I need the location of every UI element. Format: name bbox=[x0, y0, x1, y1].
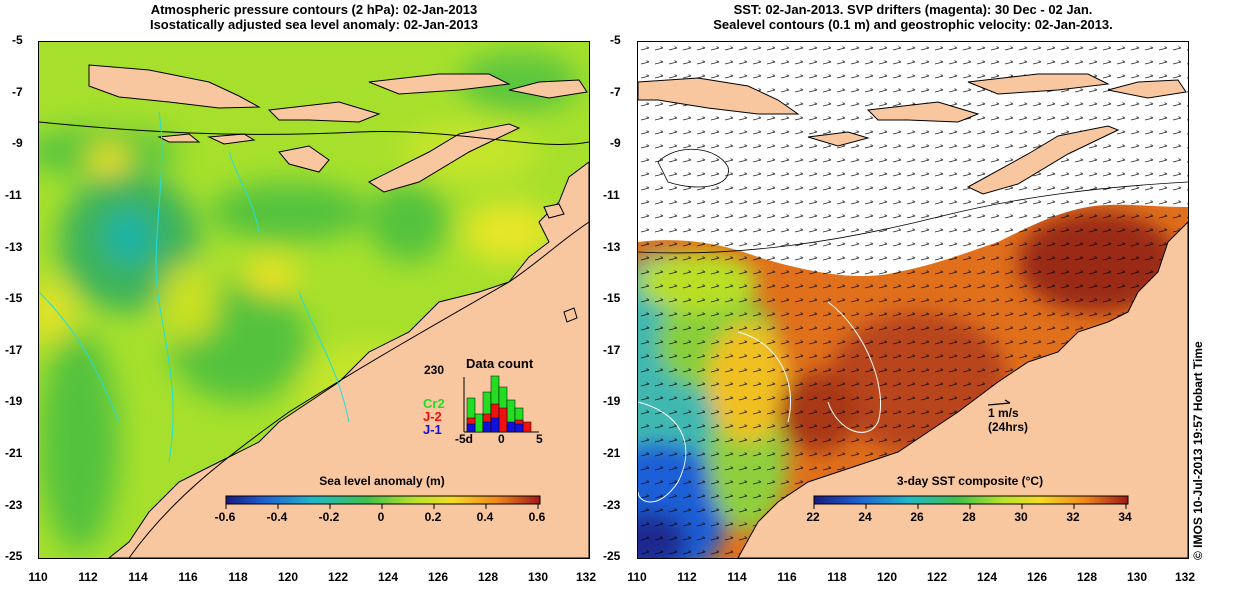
left-colorbar-label: -0.4 bbox=[266, 510, 288, 524]
right-colorbar-label: 24 bbox=[858, 510, 872, 524]
right-lon-label: 114 bbox=[727, 570, 747, 584]
right-lon-label: 126 bbox=[1026, 570, 1048, 584]
data-count-x-label-end: 5 bbox=[536, 432, 543, 446]
sst-map[interactable] bbox=[637, 41, 1189, 559]
left-lat-label: -13 bbox=[5, 240, 23, 254]
imos-credit: © IMOS 10-Jul-2013 19:57 Hobart Time bbox=[1191, 341, 1205, 560]
left-lat-label: -15 bbox=[5, 291, 23, 305]
mission-label-j2: J-2 bbox=[423, 409, 442, 424]
mission-label-j1: J-1 bbox=[423, 422, 442, 437]
left-lon-label: 110 bbox=[28, 570, 48, 584]
right-lon-label: 130 bbox=[1126, 570, 1148, 584]
right-lon-label: 120 bbox=[876, 570, 898, 584]
right-colorbar-label: 30 bbox=[1014, 510, 1028, 524]
right-colorbar-title: 3-day SST composite (°C) bbox=[896, 474, 1044, 488]
right-colorbar-label: 34 bbox=[1118, 510, 1132, 524]
left-colorbar-label: -0.2 bbox=[318, 510, 340, 524]
left-lon-label: 120 bbox=[277, 570, 299, 584]
left-lat-label: -5 bbox=[12, 33, 23, 47]
left-lon-label: 126 bbox=[427, 570, 449, 584]
left-title-line2: Isostatically adjusted sea level anomaly… bbox=[149, 17, 479, 32]
right-colorbar-label: 32 bbox=[1066, 510, 1080, 524]
mission-label-cr2: Cr2 bbox=[423, 396, 445, 411]
left-lat-label: -23 bbox=[5, 498, 23, 512]
right-colorbar-label: 22 bbox=[806, 510, 820, 524]
right-lat-label: -13 bbox=[603, 240, 621, 254]
data-count-title: Data count bbox=[466, 356, 534, 371]
velocity-scale-speed: 1 m/s bbox=[988, 406, 1019, 420]
left-lat-label: -11 bbox=[5, 188, 22, 202]
right-lon-label: 122 bbox=[926, 570, 948, 584]
right-lon-label: 118 bbox=[827, 570, 847, 584]
right-lat-label: -19 bbox=[603, 394, 621, 408]
right-lat-label: -21 bbox=[603, 446, 621, 460]
left-lon-label: 114 bbox=[128, 570, 148, 584]
velocity-scale-period: (24hrs) bbox=[988, 420, 1029, 434]
data-count-x-label-mid: 0 bbox=[498, 432, 505, 446]
left-colorbar-title: Sea level anomaly (m) bbox=[319, 474, 445, 488]
right-lon-label: 110 bbox=[627, 570, 647, 584]
right-lon-label: 124 bbox=[976, 570, 998, 584]
left-lon-label: 112 bbox=[78, 570, 98, 584]
left-colorbar-label: 0.6 bbox=[528, 510, 546, 524]
left-lon-label: 132 bbox=[575, 570, 597, 584]
right-lat-label: -5 bbox=[610, 33, 621, 47]
right-colorbar-label: 28 bbox=[962, 510, 976, 524]
sea-level-anomaly-map[interactable] bbox=[38, 41, 590, 559]
left-lat-label: -21 bbox=[5, 446, 23, 460]
right-lon-label: 128 bbox=[1076, 570, 1098, 584]
right-lon-label: 112 bbox=[677, 570, 697, 584]
left-lat-label: -9 bbox=[12, 136, 23, 150]
right-lat-label: -11 bbox=[603, 188, 620, 202]
left-lon-label: 124 bbox=[377, 570, 399, 584]
left-title-line1: Atmospheric pressure contours (2 hPa): 0… bbox=[150, 2, 478, 17]
data-count-max-label: 230 bbox=[424, 363, 445, 377]
right-lat-label: -17 bbox=[603, 343, 621, 357]
left-lon-label: 128 bbox=[477, 570, 499, 584]
right-lon-label: 132 bbox=[1174, 570, 1196, 584]
left-colorbar-label: 0.4 bbox=[476, 510, 494, 524]
left-lat-label: -17 bbox=[5, 343, 23, 357]
left-lon-label: 130 bbox=[527, 570, 549, 584]
right-lat-label: -23 bbox=[603, 498, 621, 512]
left-lat-label: -25 bbox=[5, 549, 23, 563]
left-lon-label: 122 bbox=[327, 570, 349, 584]
right-lat-label: -9 bbox=[610, 136, 621, 150]
data-count-histogram bbox=[463, 375, 539, 433]
right-lon-label: 116 bbox=[777, 570, 797, 584]
left-colorbar-label: 0 bbox=[377, 510, 385, 524]
right-title-line1: SST: 02-Jan-2013. SVP drifters (magenta)… bbox=[733, 2, 1093, 17]
right-colorbar-label: 26 bbox=[910, 510, 924, 524]
left-lat-label: -7 bbox=[12, 85, 23, 99]
right-title-line2: Sealevel contours (0.1 m) and geostrophi… bbox=[713, 17, 1113, 32]
left-lon-label: 118 bbox=[228, 570, 248, 584]
left-lon-label: 116 bbox=[178, 570, 198, 584]
right-lat-label: -25 bbox=[603, 549, 621, 563]
right-lat-label: -15 bbox=[603, 291, 621, 305]
data-count-x-label-start: -5d bbox=[455, 432, 473, 446]
left-colorbar-label: 0.2 bbox=[424, 510, 442, 524]
left-lat-label: -19 bbox=[5, 394, 23, 408]
right-lat-label: -7 bbox=[610, 85, 621, 99]
left-colorbar-label: -0.6 bbox=[214, 510, 236, 524]
